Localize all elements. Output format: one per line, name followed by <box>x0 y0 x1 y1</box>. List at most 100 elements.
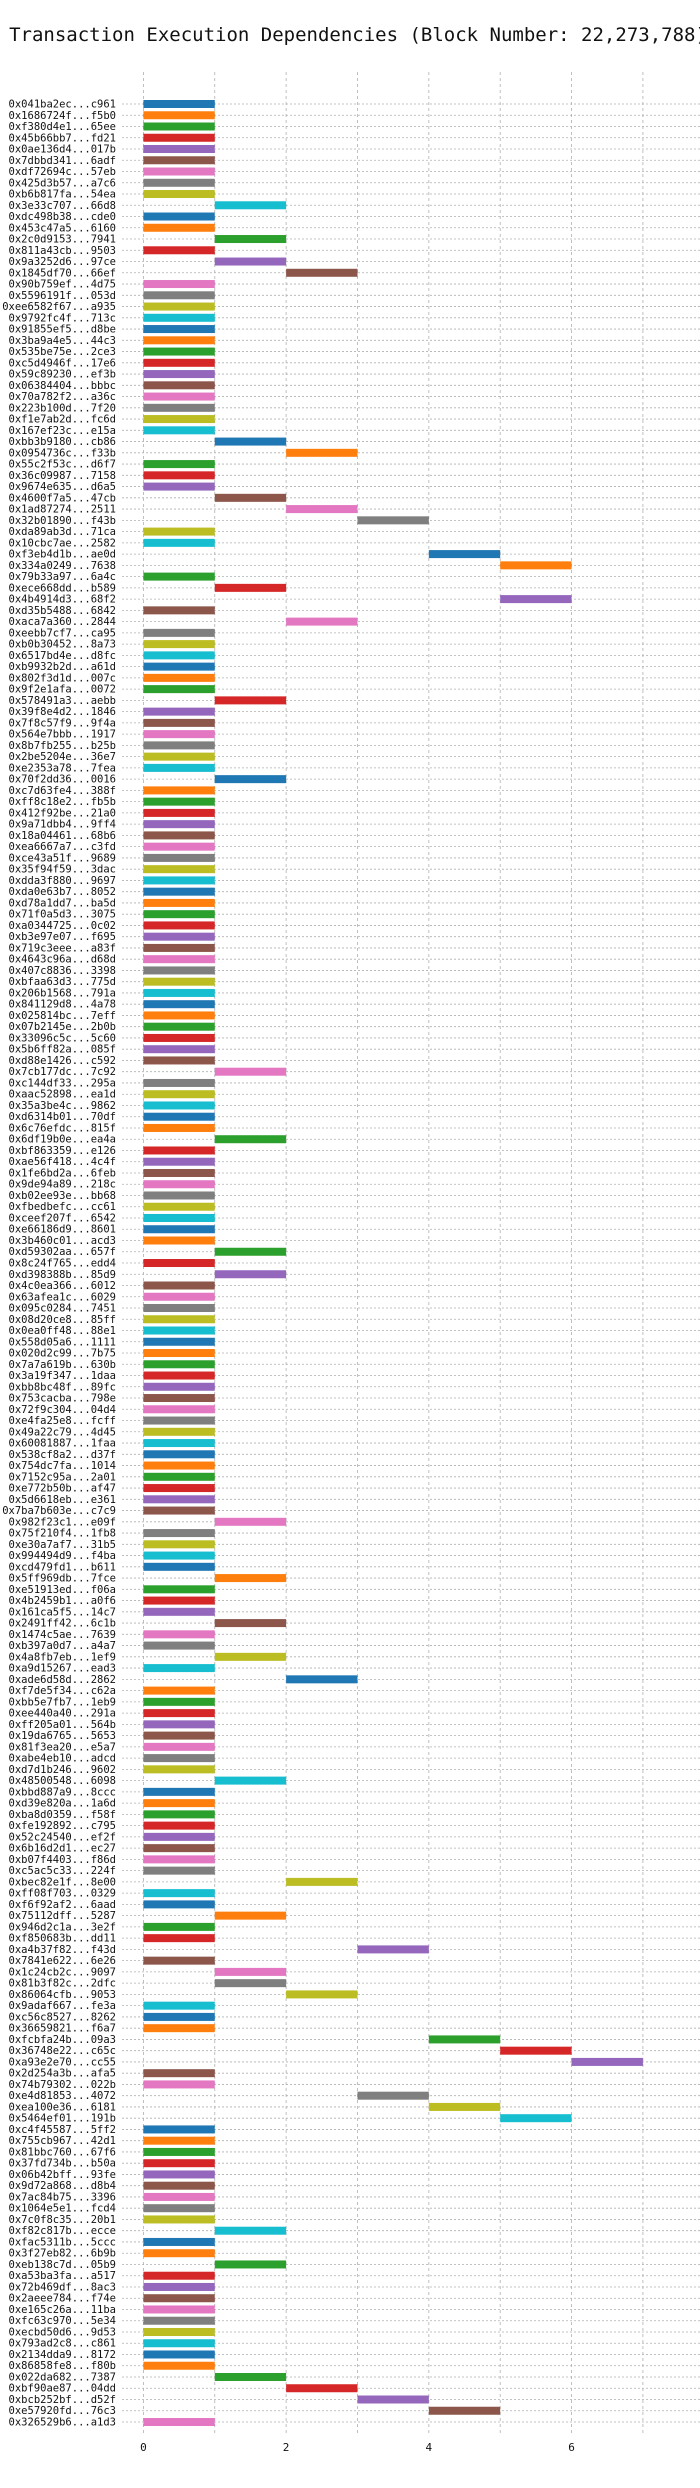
y-tick-label: 0x1474c5ae...7639 <box>9 1629 116 1641</box>
transaction-bar <box>214 583 287 592</box>
y-tick-label: 0x72f9c304...04d4 <box>9 1404 116 1416</box>
transaction-bar <box>214 1574 287 1583</box>
transaction-bar <box>214 2372 287 2381</box>
y-tick-label: 0xc5d4946f...17e6 <box>9 357 116 369</box>
y-tick-label: 0xbf863359...e126 <box>9 1145 116 1157</box>
y-tick-label: 0x35a3be4c...9862 <box>9 1100 116 1112</box>
transaction-bar <box>214 775 287 784</box>
transaction-bar <box>143 1799 215 1808</box>
transaction-bar <box>214 696 287 705</box>
y-tick-label: 0x3e33c707...66d8 <box>9 200 116 212</box>
y-tick-label: 0x33096c5c...5c60 <box>9 1032 116 1044</box>
transaction-bar <box>143 2181 215 2190</box>
transaction-bar <box>214 2260 287 2269</box>
y-tick-label: 0xd35b5488...6842 <box>9 605 116 617</box>
y-tick-label: 0xbb3b9180...cb86 <box>9 436 116 448</box>
transaction-bar <box>143 955 215 964</box>
transaction-bar <box>143 2069 215 2078</box>
transaction-bar <box>143 1765 215 1774</box>
y-tick-label: 0x0954736c...f33b <box>9 447 116 459</box>
x-tick-labels: 0 2 4 6 <box>140 2441 575 2454</box>
y-tick-label: 0x5464ef01...191b <box>9 2113 116 2125</box>
y-tick-label: 0xff8c18e2...fb5b <box>9 796 116 808</box>
transaction-bar <box>214 1979 287 1988</box>
y-tick-label: 0x36748e22...c65c <box>9 2045 116 2057</box>
y-tick-label: 0xae56f418...4c4f <box>9 1156 116 1168</box>
transaction-bar <box>143 2339 215 2348</box>
y-tick-label: 0x802f3d1d...007c <box>9 672 116 684</box>
transaction-bar <box>143 1810 215 1819</box>
y-tick-label: 0x1845df70...66ef <box>9 267 116 279</box>
transaction-bar <box>143 1225 215 1234</box>
y-tick-label: 0x7f8c57f9...9f4a <box>9 717 116 729</box>
y-tick-label: 0xd7d1b246...9602 <box>9 1764 116 1776</box>
x-tick-label: 4 <box>426 2441 433 2454</box>
transaction-bar <box>143 156 215 165</box>
transaction-bar <box>143 1180 215 1189</box>
y-tick-label: 0x2134dda9...8172 <box>9 2349 116 2361</box>
transaction-bar <box>143 685 215 694</box>
transaction-bar <box>143 2204 215 2213</box>
y-tick-label: 0xc5ac5c33...224f <box>9 1865 116 1877</box>
transaction-bar <box>143 2170 215 2179</box>
transaction-bar <box>143 122 215 131</box>
y-tick-label: 0xb0b30452...8a73 <box>9 639 116 651</box>
transaction-bar <box>143 1281 215 1290</box>
y-tick-label: 0xece668dd...b589 <box>9 582 116 594</box>
y-tick-label: 0xf7de5f34...c62a <box>9 1685 116 1697</box>
y-tick-label: 0x453c47a5...6160 <box>9 222 116 234</box>
transaction-bar <box>143 392 215 401</box>
y-tick-label: 0xd398388b...85d9 <box>9 1269 116 1281</box>
y-tick-label: 0x52c24540...ef2f <box>9 1831 116 1843</box>
transaction-bar <box>143 1022 215 1031</box>
transaction-bar <box>143 1664 215 1673</box>
transaction-bar <box>143 1934 215 1943</box>
transaction-bar <box>143 898 215 907</box>
y-tick-label: 0x020d2c99...7b75 <box>9 1348 116 1360</box>
transaction-bar <box>286 1990 358 1999</box>
y-tick-label: 0xee440a40...291a <box>9 1708 116 1720</box>
transaction-bar <box>143 1585 215 1594</box>
transaction-bar <box>143 1844 215 1853</box>
transaction-bar <box>143 460 215 469</box>
transaction-bar <box>214 235 287 244</box>
transaction-bar <box>143 628 215 637</box>
transaction-bar <box>143 707 215 716</box>
y-tick-label: 0xa53ba3fa...a517 <box>9 2270 116 2282</box>
y-tick-label: 0x095c0284...7451 <box>9 1303 116 1315</box>
y-tick-label: 0x4c0ea366...6012 <box>9 1280 116 1292</box>
y-tick-label: 0xceef207f...6542 <box>9 1212 116 1224</box>
y-tick-label: 0x81bbc760...67f6 <box>9 2146 116 2158</box>
y-tick-label: 0x3f27eb82...6b9b <box>9 2248 116 2260</box>
transaction-bar <box>214 201 287 210</box>
y-tick-label: 0x37fd734b...b50a <box>9 2158 116 2170</box>
transaction-bar <box>143 1326 215 1335</box>
y-tick-label: 0xd6314b01...70df <box>9 1111 116 1123</box>
y-tick-label: 0x2aeee784...f74e <box>9 2293 116 2305</box>
transaction-bar <box>143 1337 215 1346</box>
y-tick-label: 0x6c76efdc...815f <box>9 1122 116 1134</box>
transaction-bar <box>143 943 215 952</box>
y-tick-label: 0xeebb7cf7...ca95 <box>9 627 116 639</box>
y-tick-label: 0x041ba2ec...c961 <box>9 99 116 111</box>
x-tick-label: 0 <box>140 2441 147 2454</box>
transaction-bar <box>143 2282 215 2291</box>
y-tick-label: 0xe4d81853...4072 <box>9 2090 116 2102</box>
y-tick-label: 0x994494d9...f4ba <box>9 1550 116 1562</box>
transaction-bar <box>143 1461 215 1470</box>
transaction-bar <box>143 1123 215 1132</box>
transaction-bar <box>143 932 215 941</box>
transaction-bar <box>143 651 215 660</box>
y-tick-label: 0xbb5e7fb7...1eb9 <box>9 1696 116 1708</box>
y-tick-label: 0x6517bd4e...d8fc <box>9 650 116 662</box>
y-tick-label: 0xe57920fd...76c3 <box>9 2405 116 2417</box>
transaction-bar <box>143 212 215 221</box>
transaction-bar <box>214 2226 287 2235</box>
y-tick-label: 0x755cb967...42d1 <box>9 2135 116 2147</box>
transaction-bar <box>143 1078 215 1087</box>
y-tick-label: 0x564e7bbb...1917 <box>9 729 116 741</box>
y-tick-label: 0xee6582f67...a935 <box>2 301 116 313</box>
y-tick-label: 0x75112dff...5287 <box>9 1910 116 1922</box>
transaction-bar <box>143 471 215 480</box>
transaction-bar <box>357 516 429 525</box>
